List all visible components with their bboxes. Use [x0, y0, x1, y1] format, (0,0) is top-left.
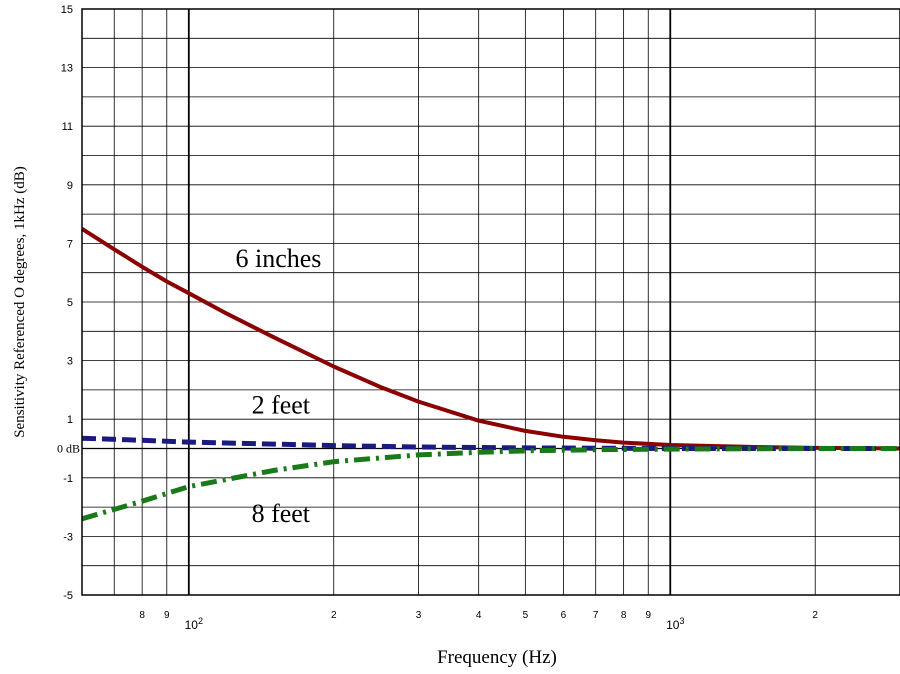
x-tick-label: 6 — [561, 610, 567, 621]
x-tick-label: 8 — [139, 610, 145, 621]
series-annotation: 8 feet — [252, 499, 311, 528]
y-tick-label: 1 — [67, 414, 73, 426]
series-line-6-inches — [80, 227, 900, 451]
plot-frame — [81, 8, 900, 596]
series-annotation: 2 feet — [252, 390, 311, 419]
y-tick-label: 0 dB — [57, 442, 80, 456]
x-axis-label: Frequency (Hz) — [437, 647, 557, 668]
y-tick-label: 7 — [67, 238, 73, 250]
x-tick-label: 2 — [331, 610, 337, 621]
y-tick-label: 11 — [62, 121, 73, 133]
x-tick-label: 2 — [812, 610, 818, 621]
x-tick-label: 102 — [185, 616, 203, 632]
x-tick-label: 3 — [416, 610, 422, 621]
x-tick-label: 8 — [621, 610, 627, 621]
series-line-8-feet — [81, 446, 900, 522]
y-tick-label: -5 — [63, 590, 73, 602]
x-tick-label: 7 — [593, 610, 599, 621]
x-tick-label: 9 — [645, 610, 651, 621]
x-tick-label: 5 — [523, 610, 529, 621]
series-annotation: 6 inches — [235, 244, 321, 273]
series-line-2-feet — [81, 435, 900, 451]
y-axis-label: Sensitivity Referenced O degrees, 1kHz (… — [12, 166, 28, 438]
y-tick-label: 15 — [61, 4, 73, 16]
y-tick-label: -3 — [63, 531, 73, 543]
series-lines — [80, 227, 900, 522]
y-tick-labels: 15 13 11 9 7 5 3 1 0 dB -1 -3 -5 — [57, 4, 80, 602]
y-tick-label: 13 — [61, 63, 73, 75]
x-tick-label: 103 — [666, 616, 684, 632]
y-tick-label: 9 — [67, 180, 73, 192]
y-tick-label: 3 — [67, 356, 73, 368]
grid-lines — [82, 8, 900, 596]
x-tick-labels: 8 9 102 2 3 4 5 6 7 8 9 103 2 — [139, 610, 818, 632]
y-tick-label: 5 — [67, 297, 73, 309]
x-tick-label: 4 — [476, 610, 482, 621]
series-annotations: 6 inches 2 feet 8 feet — [235, 244, 321, 528]
x-tick-label: 9 — [164, 610, 170, 621]
y-tick-label: -1 — [63, 473, 73, 485]
